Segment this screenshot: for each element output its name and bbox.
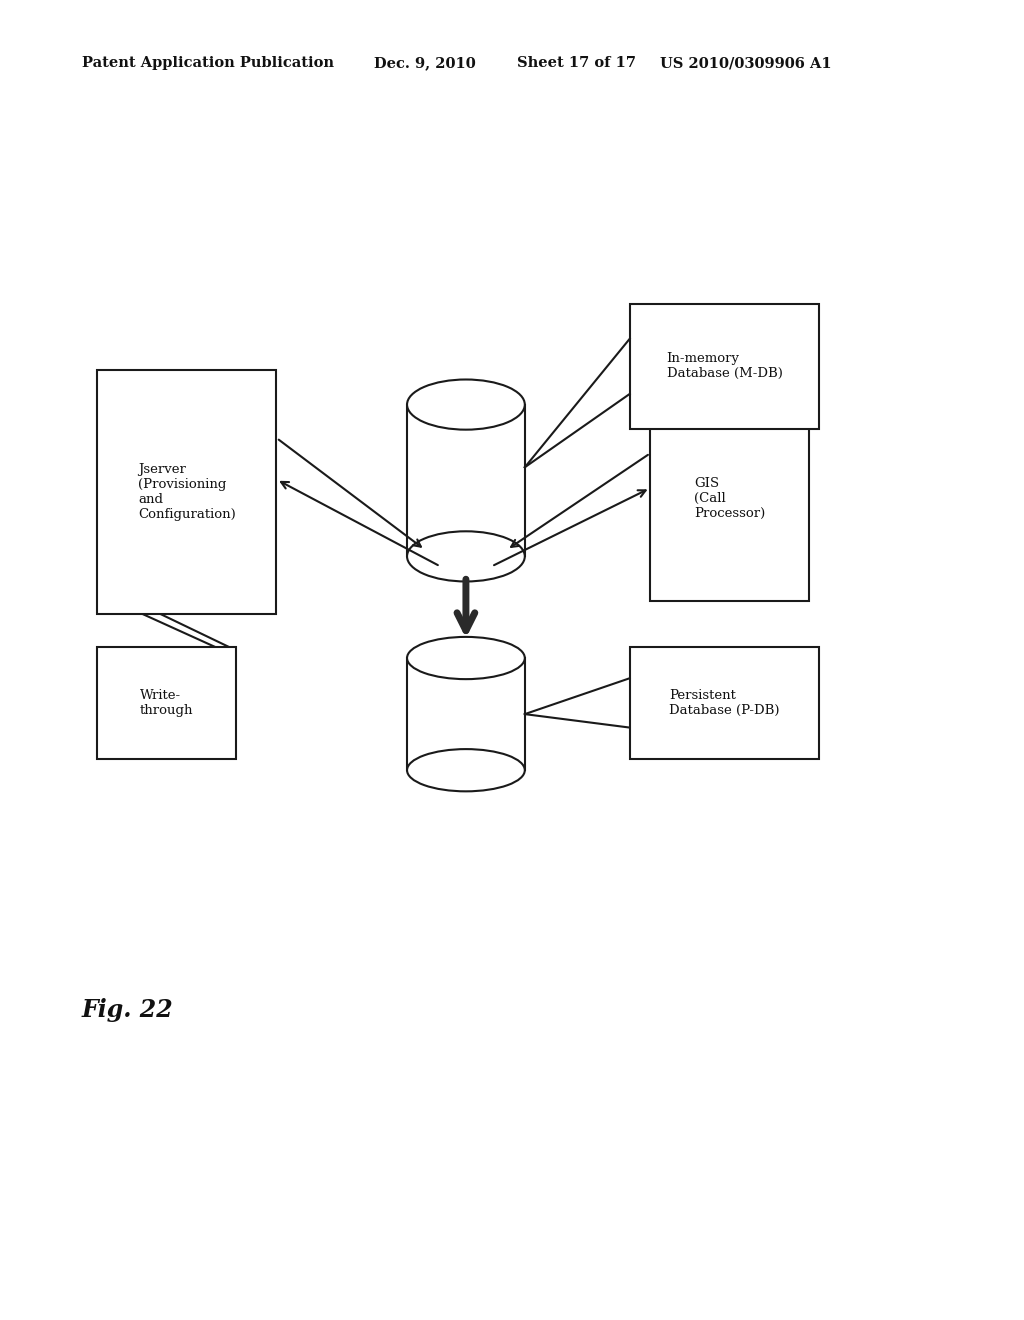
Text: Write-
through: Write- through [139, 689, 194, 717]
Text: In-memory
Database (M-DB): In-memory Database (M-DB) [667, 352, 782, 380]
Text: Dec. 9, 2010: Dec. 9, 2010 [374, 57, 475, 70]
FancyBboxPatch shape [630, 647, 819, 759]
Ellipse shape [408, 638, 525, 680]
Text: Jserver
(Provisioning
and
Configuration): Jserver (Provisioning and Configuration) [138, 463, 236, 520]
Ellipse shape [408, 380, 525, 430]
Polygon shape [408, 659, 525, 771]
FancyBboxPatch shape [630, 304, 819, 429]
FancyBboxPatch shape [97, 370, 276, 614]
Text: Patent Application Publication: Patent Application Publication [82, 57, 334, 70]
Text: Persistent
Database (P-DB): Persistent Database (P-DB) [670, 689, 779, 717]
Ellipse shape [408, 531, 525, 581]
FancyBboxPatch shape [97, 647, 236, 759]
FancyBboxPatch shape [650, 396, 809, 601]
Text: US 2010/0309906 A1: US 2010/0309906 A1 [660, 57, 833, 70]
Text: Sheet 17 of 17: Sheet 17 of 17 [517, 57, 636, 70]
Ellipse shape [408, 750, 525, 792]
Text: GIS
(Call
Processor): GIS (Call Processor) [694, 477, 765, 520]
Polygon shape [408, 404, 525, 557]
Text: Fig. 22: Fig. 22 [82, 998, 174, 1022]
